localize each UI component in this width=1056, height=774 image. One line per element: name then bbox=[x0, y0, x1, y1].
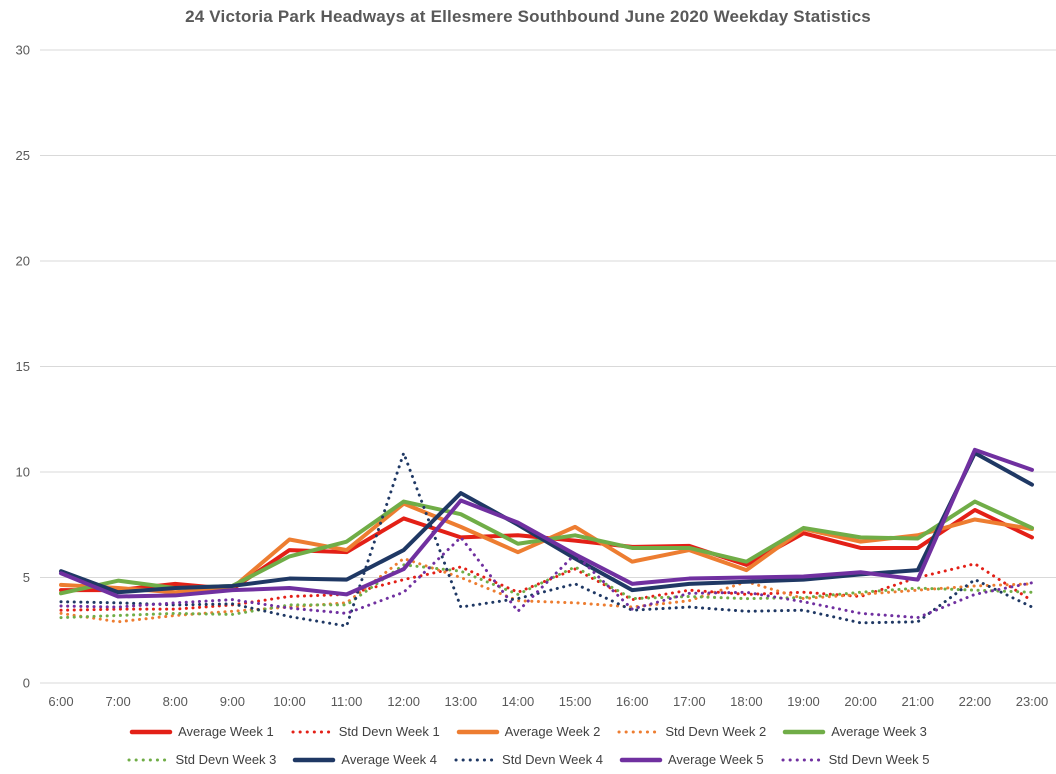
legend-item-std-devn-week-4: Std Devn Week 4 bbox=[453, 752, 603, 767]
legend-item-average-week-3: Average Week 3 bbox=[782, 724, 927, 739]
x-axis-label: 11:00 bbox=[331, 694, 363, 709]
x-axis-label: 23:00 bbox=[1016, 694, 1049, 709]
x-axis-label: 20:00 bbox=[844, 694, 877, 709]
legend-label: Average Week 4 bbox=[341, 752, 438, 767]
dotted-line-swatch-icon bbox=[291, 730, 333, 733]
x-axis-label: 13:00 bbox=[445, 694, 478, 709]
x-axis-label: 6:00 bbox=[48, 694, 73, 709]
x-axis-label: 16:00 bbox=[616, 694, 649, 709]
series-line-std-devn-week-2 bbox=[59, 557, 1034, 624]
legend-item-average-week-5: Average Week 5 bbox=[619, 752, 764, 767]
y-axis-label: 25 bbox=[16, 148, 30, 163]
y-axis-label: 30 bbox=[16, 43, 30, 58]
legend-item-std-devn-week-2: Std Devn Week 2 bbox=[616, 724, 766, 739]
legend-label: Average Week 1 bbox=[178, 724, 274, 739]
dotted-line-swatch-icon bbox=[127, 758, 169, 761]
solid-line-swatch-icon bbox=[293, 757, 336, 762]
solid-line-swatch-icon bbox=[782, 729, 826, 734]
y-axis-label: 20 bbox=[16, 254, 30, 269]
x-axis-label: 10:00 bbox=[273, 694, 306, 709]
legend-item-average-week-2: Average Week 2 bbox=[456, 724, 601, 739]
legend-label: Average Week 3 bbox=[831, 724, 927, 739]
dotted-line-swatch-icon bbox=[454, 758, 496, 761]
legend-label: Std Devn Week 5 bbox=[828, 752, 930, 767]
series-line-average-week-1 bbox=[59, 507, 1034, 593]
headways-line-chart: 0 5 10 15 20 25 30 6:00 7:00 8:00 9:00 10:00 11:00 12… bbox=[16, 43, 1056, 709]
legend-item-std-devn-week-3: Std Devn Week 3 bbox=[126, 752, 276, 767]
solid-line-swatch-icon bbox=[456, 729, 499, 734]
solid-line-swatch-icon bbox=[619, 757, 663, 762]
chart-title: 24 Victoria Park Headways at Ellesmere S… bbox=[185, 7, 871, 26]
chart-legend-row-1: Average Week 1 Std Devn Week 1 Average Wee… bbox=[0, 724, 1056, 739]
x-axis-label: 12:00 bbox=[387, 694, 420, 709]
legend-label: Std Devn Week 3 bbox=[175, 752, 277, 767]
legend-item-std-devn-week-5: Std Devn Week 5 bbox=[780, 752, 930, 767]
x-axis-label: 18:00 bbox=[730, 694, 763, 709]
y-axis-label: 5 bbox=[23, 570, 30, 585]
x-axis-label: 17:00 bbox=[673, 694, 706, 709]
legend-label: Std Devn Week 2 bbox=[665, 724, 767, 739]
legend-label: Std Devn Week 1 bbox=[338, 724, 440, 739]
solid-line-swatch-icon bbox=[129, 729, 173, 734]
x-axis-label: 15:00 bbox=[559, 694, 592, 709]
y-axis-label: 15 bbox=[16, 359, 30, 374]
series-line-std-devn-week-3 bbox=[59, 563, 1034, 620]
y-axis-label: 0 bbox=[23, 676, 30, 691]
legend-item-average-week-4: Average Week 4 bbox=[292, 752, 437, 767]
dotted-line-swatch-icon bbox=[781, 758, 823, 761]
series-line-std-devn-week-5 bbox=[59, 535, 1034, 620]
legend-label: Std Devn Week 4 bbox=[502, 752, 603, 767]
x-axis-label: 22:00 bbox=[959, 694, 992, 709]
series-line-average-week-4 bbox=[59, 451, 1034, 595]
dotted-line-swatch-icon bbox=[617, 730, 659, 733]
series-line-average-week-5 bbox=[59, 447, 1034, 599]
x-axis-label: 21:00 bbox=[901, 694, 934, 709]
legend-item-std-devn-week-1: Std Devn Week 1 bbox=[290, 724, 440, 739]
x-axis-label: 19:00 bbox=[787, 694, 820, 709]
legend-label: Average Week 5 bbox=[667, 752, 764, 767]
y-axis-label: 10 bbox=[16, 465, 30, 480]
x-axis-label: 14:00 bbox=[502, 694, 535, 709]
legend-item-average-week-1: Average Week 1 bbox=[129, 724, 274, 739]
x-axis-label: 7:00 bbox=[105, 694, 130, 709]
x-axis-label: 9:00 bbox=[220, 694, 245, 709]
chart-legend-row-2: Std Devn Week 3 Average Week 4 Std Devn We… bbox=[0, 752, 1056, 767]
legend-label: Average Week 2 bbox=[504, 724, 601, 739]
x-axis-label: 8:00 bbox=[163, 694, 188, 709]
